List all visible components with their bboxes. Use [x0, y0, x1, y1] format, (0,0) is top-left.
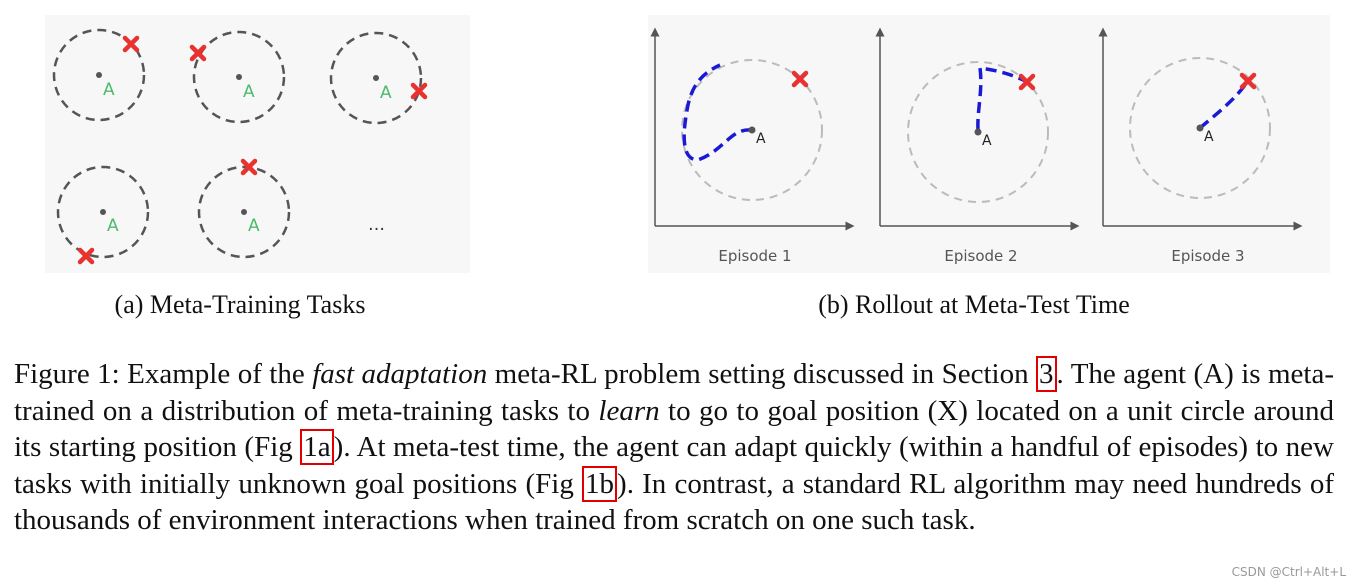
agent-label: A	[248, 216, 260, 236]
ref-link[interactable]: 1b	[582, 465, 618, 502]
subcaption: (b) Rollout at Meta-Test Time	[818, 290, 1130, 319]
agent-label: A	[982, 133, 992, 149]
text: meta-RL problem setting discussed in Sec…	[487, 358, 1037, 390]
panel-b-bg	[648, 15, 1330, 273]
agent-label: A	[756, 131, 766, 147]
text: ). In contrast, a standard RL algorithm …	[14, 467, 1334, 537]
emphasis: fast adaptation	[312, 358, 488, 390]
axes	[650, 27, 1303, 231]
text: to go to goal position (X) located on a …	[14, 394, 1335, 464]
episode-label: Episode 1	[718, 247, 791, 265]
panel-a-bg	[45, 15, 470, 273]
watermark: CSDN @Ctrl+Alt+L	[1231, 565, 1346, 579]
text: ). At meta-test time, the agent can adap…	[14, 431, 1334, 500]
start-dots	[748, 124, 1204, 136]
ref-link[interactable]: 3	[1036, 356, 1057, 392]
agent-label: A	[1204, 129, 1214, 145]
agent-label: A	[107, 216, 119, 236]
figure-caption: Figure 1: Example of the fast adaptation…	[14, 356, 1334, 539]
agent-label: A	[243, 82, 255, 102]
text: . The agent (A) is meta-trained on a dis…	[14, 358, 1335, 427]
agent-label: A	[380, 83, 392, 103]
ellipsis: …	[368, 215, 385, 235]
agent-label: A	[103, 80, 115, 100]
task-circles	[52, 28, 423, 259]
start-dots	[96, 72, 379, 215]
text: Figure 1: Example of the	[14, 358, 313, 390]
goal-circles	[681, 57, 1271, 203]
subcaption: (a) Meta-Training Tasks	[114, 290, 366, 319]
ref-link[interactable]: 1a	[300, 429, 334, 465]
episode-label: Episode 3	[1171, 247, 1244, 265]
emphasis: learn	[598, 394, 660, 427]
episode-label: Episode 2	[944, 247, 1017, 265]
